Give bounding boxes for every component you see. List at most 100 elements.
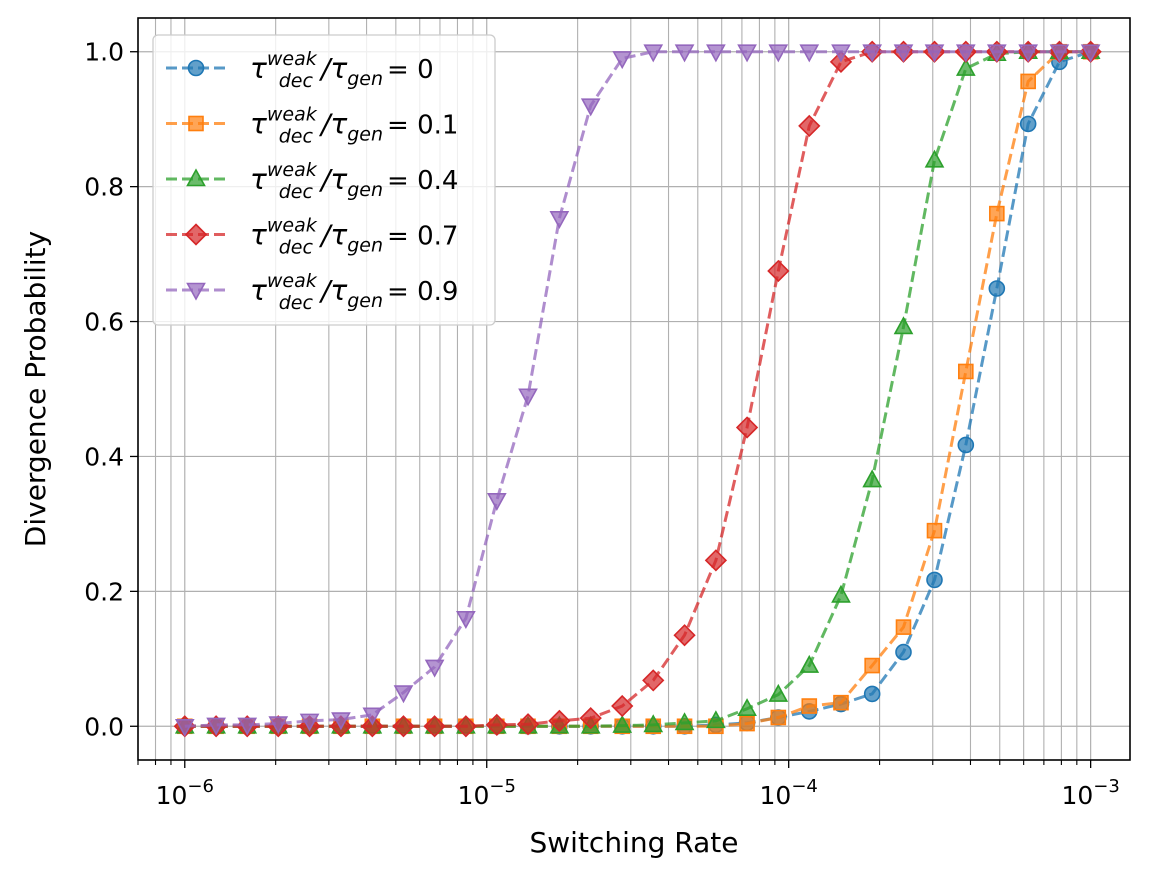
legend-label-part: = 0.4: [387, 166, 458, 196]
data-point: [801, 698, 818, 714]
y-tick-label: 0.8: [84, 173, 124, 202]
data-point: [863, 685, 881, 703]
data-point: [549, 211, 570, 230]
data-point: [454, 715, 478, 738]
data-point: [864, 657, 880, 674]
data-point: [174, 718, 195, 737]
data-point: [548, 709, 571, 733]
legend-swatch-marker: [188, 115, 204, 132]
x-tick-base: 10: [760, 781, 792, 810]
series-4: [174, 44, 1101, 737]
data-point: [768, 44, 789, 63]
legend-swatch-marker: [187, 59, 205, 77]
data-point: [299, 713, 320, 732]
legend-label-part: gen: [347, 68, 383, 90]
legend-label: τweak dec/τgen = 0.4: [250, 159, 458, 203]
data-point: [611, 694, 634, 718]
x-tick-label: 10−3: [1061, 776, 1119, 810]
x-tick-base: 10: [156, 781, 188, 810]
data-point: [268, 716, 289, 735]
legend-swatch-marker: [186, 282, 206, 301]
data-point: [768, 683, 789, 702]
data-point: [704, 549, 728, 572]
data-point: [833, 694, 849, 711]
x-tick-base: 10: [458, 781, 490, 810]
legend-box: [152, 34, 496, 326]
legend-label: τweak dec/τgen = 0.1: [250, 104, 458, 148]
legend-label-part: τ: [250, 163, 267, 196]
legend-label-part: = 0.9: [387, 277, 458, 307]
data-point: [518, 388, 538, 407]
data-point: [767, 259, 790, 283]
x-tick-label: 10−5: [458, 776, 516, 810]
legend-label-part: weak: [267, 270, 318, 292]
legend-label-part: /τ: [318, 274, 347, 307]
data-point: [643, 714, 664, 733]
data-point: [955, 44, 976, 63]
data-point: [612, 714, 633, 733]
x-tick-exponent: −3: [1093, 776, 1120, 797]
y-tick-label: 1.0: [84, 38, 124, 67]
data-point: [486, 492, 507, 511]
data-point: [895, 619, 912, 635]
data-point: [392, 715, 415, 738]
data-point: [924, 149, 945, 168]
legend-label-part: weak: [267, 215, 318, 237]
data-point: [926, 522, 943, 539]
data-point: [955, 57, 976, 76]
legend-label-part: gen: [347, 179, 383, 201]
data-point: [958, 363, 974, 380]
legend-label-part: dec: [279, 292, 314, 314]
data-point: [735, 416, 759, 439]
legend-swatch-marker: [186, 168, 206, 187]
legend-label: τweak dec/τgen = 0.9: [250, 270, 458, 314]
legend-label-part: τ: [250, 274, 267, 307]
x-tick-exponent: −5: [489, 776, 516, 797]
legend-label-part: τ: [250, 219, 267, 252]
data-point: [924, 44, 945, 63]
data-point: [485, 713, 508, 737]
data-point: [799, 44, 820, 63]
data-point: [456, 611, 476, 630]
data-point: [1049, 44, 1070, 63]
legend-label-part: dec: [279, 181, 314, 203]
data-point: [579, 707, 602, 730]
y-tick-label: 0.6: [84, 308, 124, 337]
legend-swatch-marker: [184, 223, 208, 246]
data-point: [237, 717, 258, 736]
data-point: [424, 659, 445, 678]
data-point: [798, 114, 821, 138]
data-point: [361, 715, 384, 738]
data-point: [831, 44, 851, 63]
data-point: [831, 584, 851, 603]
data-point: [799, 654, 820, 673]
legend-label-part: τ: [250, 52, 267, 85]
legend-label-part: dec: [279, 237, 314, 259]
series-layer: [173, 40, 1102, 738]
data-point: [988, 280, 1006, 297]
legend-label-part: /τ: [318, 108, 347, 141]
x-tick-exponent: −6: [187, 776, 214, 797]
data-point: [206, 717, 226, 736]
plot-frame: [137, 17, 1131, 761]
x-tick-label: 10−6: [156, 776, 214, 810]
data-point: [516, 713, 540, 736]
data-point: [957, 436, 975, 454]
data-point: [331, 712, 351, 731]
legend-label: τweak dec/τgen = 0: [250, 48, 434, 92]
data-point: [706, 710, 726, 729]
data-point: [643, 44, 664, 63]
data-point: [862, 469, 883, 488]
legend-label: τweak dec/τgen = 0.7: [250, 215, 458, 259]
axis-ticks: 10−6 10−5 10−4 10−30.00.20.40.60.81.0: [84, 38, 1120, 810]
data-point: [893, 44, 914, 63]
x-tick-label: 10−4: [760, 776, 818, 810]
data-point: [862, 44, 883, 63]
data-point: [770, 709, 787, 726]
data-point: [393, 685, 414, 704]
data-point: [895, 643, 912, 661]
data-point: [986, 44, 1007, 63]
legend-label-part: gen: [347, 124, 383, 146]
